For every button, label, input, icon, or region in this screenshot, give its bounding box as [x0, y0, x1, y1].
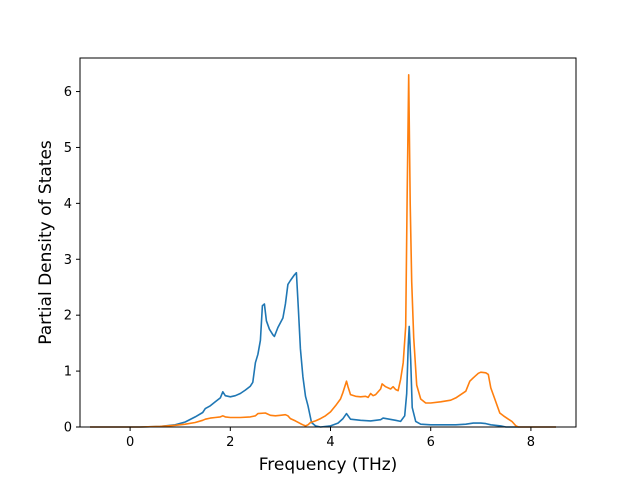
y-tick-label: 0: [64, 421, 72, 436]
x-axis-label: Frequency (THz): [259, 455, 398, 475]
series-layer: [90, 74, 556, 428]
y-tick-label: 6: [64, 85, 72, 100]
plot-frame: [79, 57, 577, 428]
x-tick-label: 2: [226, 435, 234, 450]
x-tick-label: 4: [326, 435, 334, 450]
x-tick-label: 8: [527, 435, 535, 450]
y-tick-label: 4: [64, 197, 72, 212]
y-tick-label: 1: [64, 365, 72, 380]
y-tick-label: 5: [64, 141, 72, 156]
x-tick-label: 6: [427, 435, 435, 450]
y-tick-label: 2: [64, 309, 72, 324]
ticks-layer: 0 2 4 6 8 0 1 2 3 4 5 6: [64, 85, 535, 450]
series-line-2: [90, 74, 556, 428]
series-line-1: [90, 271, 556, 428]
x-tick-label: 0: [126, 435, 134, 450]
y-axis-label: Partial Density of States: [36, 140, 56, 345]
y-tick-label: 3: [64, 253, 72, 268]
